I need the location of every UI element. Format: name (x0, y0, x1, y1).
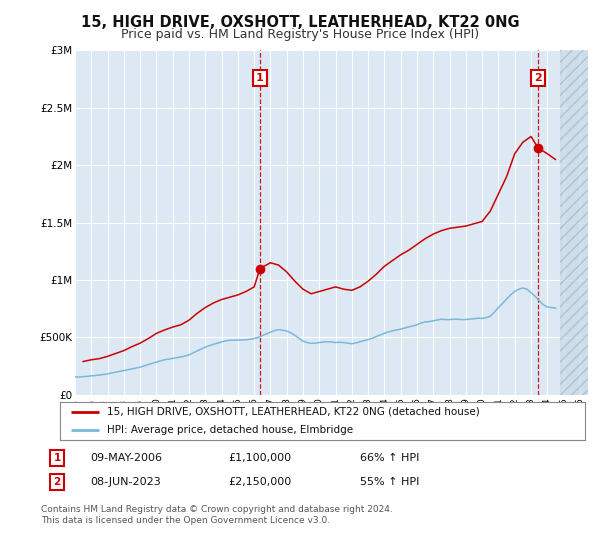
Text: Contains HM Land Registry data © Crown copyright and database right 2024.
This d: Contains HM Land Registry data © Crown c… (41, 505, 392, 525)
Text: 15, HIGH DRIVE, OXSHOTT, LEATHERHEAD, KT22 0NG: 15, HIGH DRIVE, OXSHOTT, LEATHERHEAD, KT… (80, 15, 520, 30)
Text: 1: 1 (256, 73, 264, 83)
Text: 15, HIGH DRIVE, OXSHOTT, LEATHERHEAD, KT22 0NG (detached house): 15, HIGH DRIVE, OXSHOTT, LEATHERHEAD, KT… (107, 407, 480, 417)
Text: 08-JUN-2023: 08-JUN-2023 (90, 477, 161, 487)
Text: 09-MAY-2006: 09-MAY-2006 (90, 453, 162, 463)
Text: 2: 2 (53, 477, 61, 487)
Text: 55% ↑ HPI: 55% ↑ HPI (360, 477, 419, 487)
Text: 66% ↑ HPI: 66% ↑ HPI (360, 453, 419, 463)
Text: Price paid vs. HM Land Registry's House Price Index (HPI): Price paid vs. HM Land Registry's House … (121, 28, 479, 41)
Text: 1: 1 (53, 453, 61, 463)
Bar (560, 50, 588, 395)
Text: 2: 2 (534, 73, 542, 83)
Text: HPI: Average price, detached house, Elmbridge: HPI: Average price, detached house, Elmb… (107, 425, 353, 435)
Text: £2,150,000: £2,150,000 (228, 477, 291, 487)
Text: £1,100,000: £1,100,000 (228, 453, 291, 463)
